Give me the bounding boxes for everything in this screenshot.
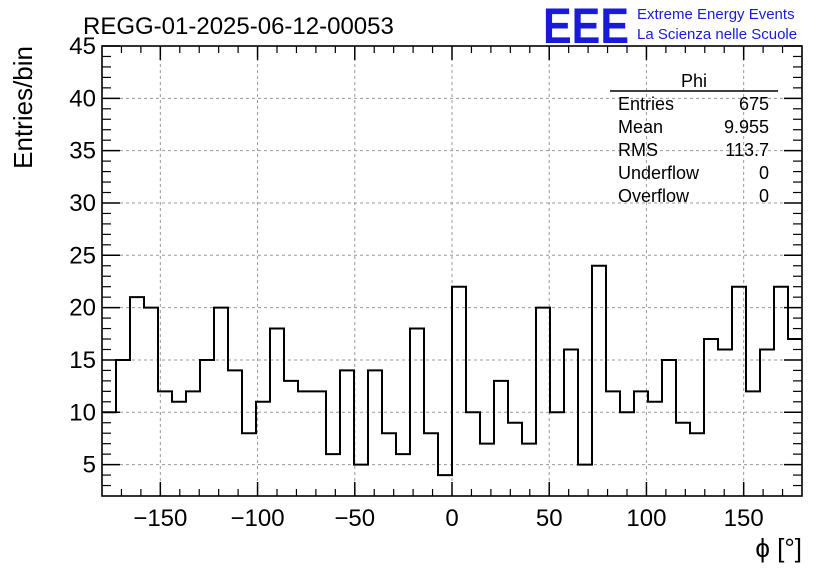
- x-axis-label: ϕ [°]: [755, 533, 802, 563]
- y-tick-label: 20: [69, 295, 96, 322]
- histogram-bin: [480, 444, 494, 496]
- y-axis-label: Entries/bin: [8, 46, 38, 169]
- histogram-bin: [116, 360, 130, 496]
- histogram-bin: [382, 433, 396, 496]
- histogram-bin: [508, 423, 522, 496]
- stats-label-underflow: Underflow: [618, 163, 700, 183]
- histogram-bin: [452, 287, 466, 496]
- histogram-bin: [242, 433, 256, 496]
- x-tick-labels: −150 −100 −50 0 50 100 150: [133, 505, 763, 532]
- histogram-bin: [578, 465, 592, 496]
- stats-value-underflow: 0: [759, 163, 769, 183]
- x-tick-label: 0: [445, 505, 458, 532]
- histogram-bin: [228, 370, 242, 496]
- y-tick-label: 15: [69, 347, 96, 374]
- histogram-bin: [718, 349, 732, 496]
- x-tick-label: −50: [334, 505, 375, 532]
- project-subtitle: La Scienza nelle Scuole: [637, 26, 797, 43]
- stats-label-rms: RMS: [618, 140, 658, 160]
- histogram-bin: [592, 266, 606, 496]
- stats-value-rms: 113.7: [725, 140, 769, 160]
- histogram-bin: [690, 433, 704, 496]
- histogram-bin: [214, 308, 228, 496]
- axis-ticks: [102, 45, 802, 496]
- stats-value-overflow: 0: [759, 186, 769, 206]
- histogram-bin: [396, 454, 410, 496]
- y-tick-labels: 5 10 15 20 25 30 35 40 45: [69, 33, 96, 479]
- histogram-bin: [284, 381, 298, 496]
- histogram-bin: [760, 349, 774, 496]
- y-tick-label: 25: [69, 242, 96, 269]
- histogram-bin: [704, 339, 718, 496]
- histogram-bin: [298, 391, 312, 496]
- histogram-bin: [326, 454, 340, 496]
- histogram-line: [102, 264, 802, 477]
- histogram-bin: [620, 412, 634, 496]
- histogram-bins: [102, 266, 802, 496]
- histogram-bin: [424, 433, 438, 496]
- histogram-bin: [200, 360, 214, 496]
- histogram-bin: [522, 444, 536, 496]
- histogram-bin: [270, 329, 284, 496]
- y-tick-label: 40: [69, 85, 96, 112]
- histogram-bin: [634, 391, 648, 496]
- chart-title: REGG-01-2025-06-12-00053: [83, 13, 394, 40]
- histogram-bin: [312, 391, 326, 496]
- histogram-bin: [130, 297, 144, 496]
- histogram-bin: [256, 402, 270, 496]
- histogram-bin: [144, 308, 158, 496]
- histogram-bin: [564, 349, 578, 496]
- x-tick-label: 50: [536, 505, 563, 532]
- x-tick-label: 150: [724, 505, 764, 532]
- x-tick-label: −100: [231, 505, 285, 532]
- histogram-bin: [732, 287, 746, 496]
- histogram-bin: [438, 475, 452, 496]
- y-tick-label: 5: [83, 452, 96, 479]
- histogram-bin: [606, 391, 620, 496]
- stats-label-overflow: Overflow: [618, 186, 690, 206]
- histogram-bin: [550, 412, 564, 496]
- y-tick-label: 45: [69, 33, 96, 60]
- stats-box: Phi Entries 675 Mean 9.955 RMS 113.7 Und…: [610, 71, 778, 206]
- histogram-bin: [746, 391, 760, 496]
- histogram-bin: [186, 391, 200, 496]
- histogram-bin: [536, 308, 550, 496]
- histogram-bin: [158, 391, 172, 496]
- eee-logo: EEE: [543, 0, 629, 54]
- histogram-bin: [662, 360, 676, 496]
- stats-label-entries: Entries: [618, 94, 674, 114]
- y-tick-label: 30: [69, 190, 96, 217]
- histogram-bin: [172, 402, 186, 496]
- x-tick-label: 100: [626, 505, 666, 532]
- stats-box-title: Phi: [681, 71, 707, 91]
- histogram-bin: [676, 423, 690, 496]
- x-tick-label: −150: [133, 505, 187, 532]
- histogram-bin: [494, 381, 508, 496]
- histogram-bin: [410, 329, 424, 496]
- histogram-bin: [788, 339, 802, 496]
- histogram-bin: [368, 370, 382, 496]
- stats-value-mean: 9.955: [724, 117, 769, 137]
- stats-value-entries: 675: [739, 94, 769, 114]
- stats-label-mean: Mean: [618, 117, 663, 137]
- project-name: Extreme Energy Events: [637, 6, 795, 23]
- histogram-bin: [340, 370, 354, 496]
- histogram-bin: [466, 412, 480, 496]
- y-tick-label: 35: [69, 138, 96, 165]
- histogram-bin: [648, 402, 662, 496]
- histogram-bin: [354, 465, 368, 496]
- y-tick-label: 10: [69, 399, 96, 426]
